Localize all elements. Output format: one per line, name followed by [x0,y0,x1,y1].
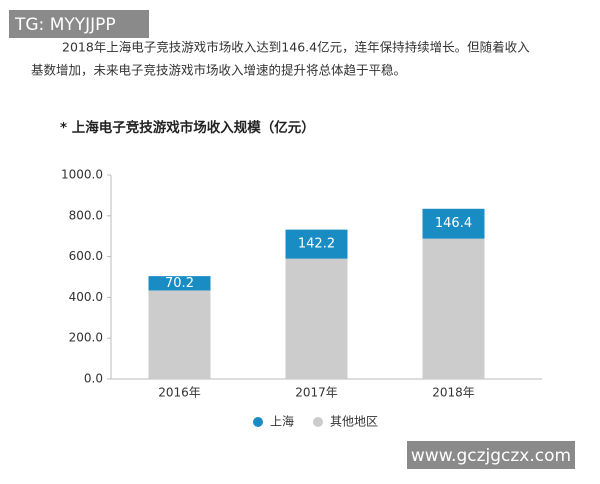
y-tick-label: 1000.0 [61,168,103,182]
bar-segment [422,238,485,379]
bar-segment [285,258,348,379]
watermark-box [9,10,149,38]
y-tick-label: 200.0 [69,331,103,345]
x-tick-label: 2017年 [295,386,338,400]
bar-segment [285,229,348,259]
watermark-box [407,441,575,469]
legend-marker [253,417,263,427]
bar-segment [148,290,211,379]
value-label: 142.2 [298,237,335,252]
watermark: TG: MYYJJPP [14,15,116,35]
y-tick-label: 0.0 [84,372,103,386]
paragraph-line: 基数增加，未来电子竞技游戏市场收入增速的提升将总体趋于平稳。 [31,63,406,78]
x-tick-label: 2016年 [158,386,201,400]
value-label: 146.4 [435,216,472,231]
legend-label: 上海 [270,414,294,429]
paragraph-line: 2018年上海电子竞技游戏市场收入达到146.4亿元，连年保持持续增长。但随着收… [62,40,530,55]
bar-segment [422,208,485,239]
y-tick-label: 800.0 [69,208,103,222]
x-tick-label: 2018年 [432,386,475,400]
value-label: 70.2 [165,276,194,291]
legend-label: 其他地区 [330,415,378,429]
bar-segment [148,276,211,291]
y-tick-label: 600.0 [69,249,103,263]
chart-title: * 上海电子竞技游戏市场收入规模（亿元） [60,119,315,136]
watermark: www.gczjgczx.com [411,446,571,466]
y-tick-label: 400.0 [69,290,103,304]
legend-marker [313,417,323,427]
